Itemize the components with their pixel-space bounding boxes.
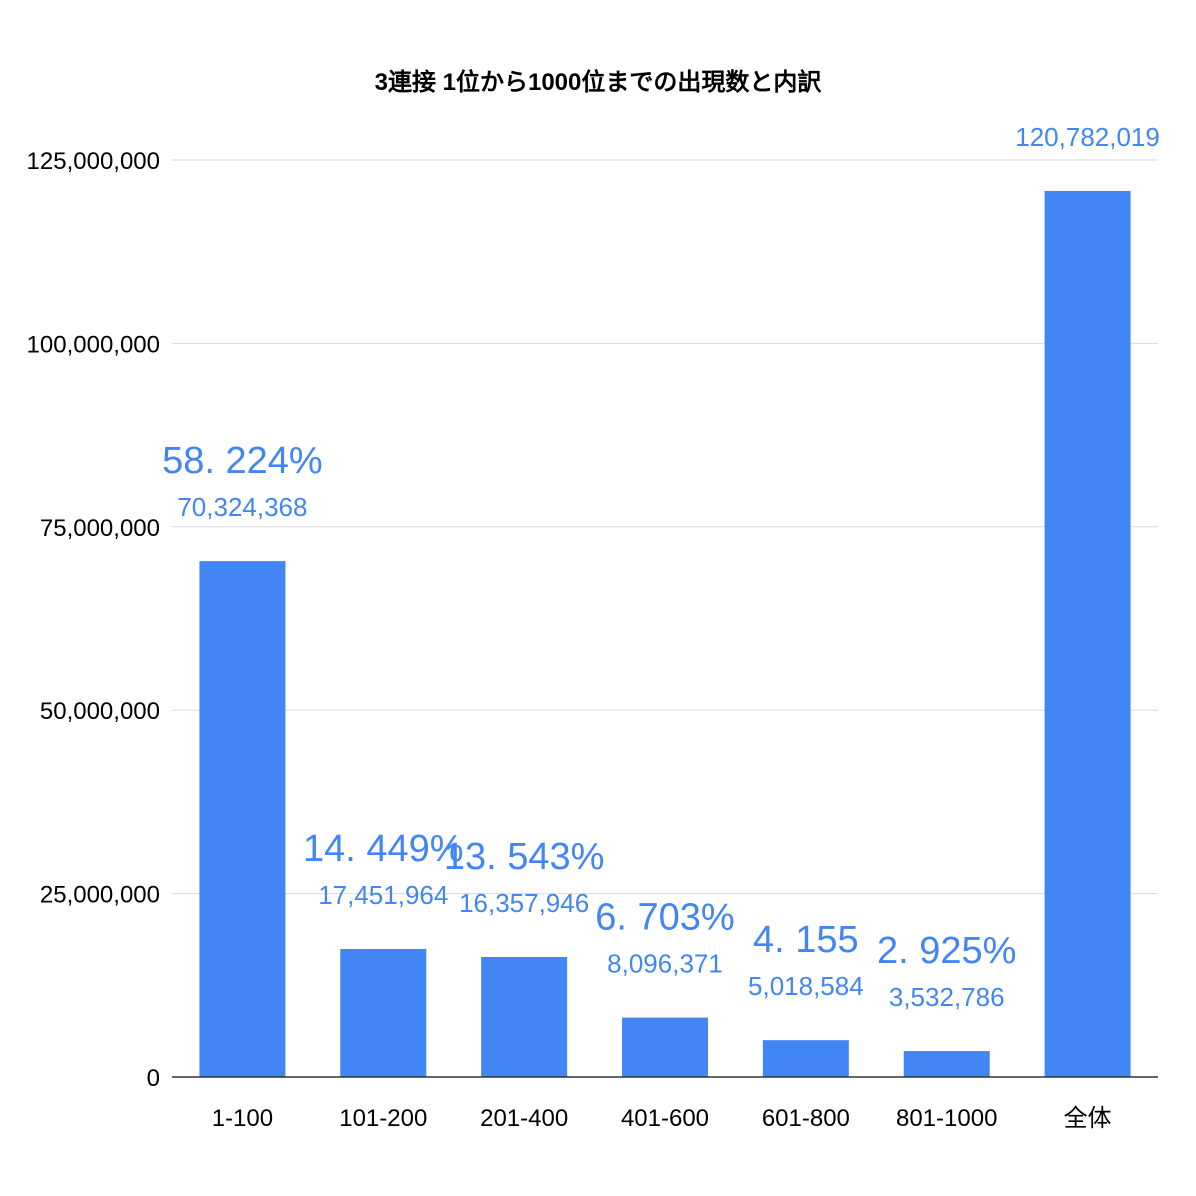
data-labels: 70,324,368 58. 224% 17,451,964 14. 449% 16,3… [162,122,1160,1012]
percent-label: 2. 925% [877,930,1016,972]
y-tick-label: 0 [147,1065,160,1092]
bars [199,190,1131,1077]
x-tick-label: 101-200 [339,1105,427,1132]
value-label: 120,782,019 [1015,122,1160,152]
bar-全体 [1044,190,1131,1077]
y-tick-label: 50,000,000 [40,698,160,725]
value-label: 70,324,368 [177,492,307,522]
y-tick-label: 25,000,000 [40,882,160,909]
x-tick-label: 801-1000 [896,1105,997,1132]
percent-label: 6. 703% [595,897,734,939]
percent-label: 58. 224% [162,440,323,482]
x-tick-label: 全体 [1064,1105,1112,1132]
percent-label: 4. 155 [753,919,859,961]
bar-1-100 [199,561,286,1077]
chart-title: 3連接 1位から1000位までの出現数と内訳 [375,68,823,96]
bar-601-800 [762,1040,849,1077]
y-tick-label: 100,000,000 [27,331,160,358]
percent-label: 14. 449% [303,828,464,870]
x-tick-label: 1-100 [212,1105,273,1132]
x-axis-ticks: 1-100 101-200 201-400 401-600 601-800 801-100… [212,1105,1112,1132]
x-tick-label: 401-600 [621,1105,709,1132]
value-label: 5,018,584 [748,971,864,1001]
bar-201-400 [481,956,568,1077]
y-tick-label: 125,000,000 [27,148,160,175]
x-tick-label: 201-400 [480,1105,568,1132]
y-axis-ticks: 0 25,000,000 50,000,000 75,000,000 100,000,0… [27,148,160,1092]
bar-101-200 [340,948,427,1077]
gridlines [172,159,1158,895]
value-label: 8,096,371 [607,949,723,979]
value-label: 3,532,786 [889,982,1005,1012]
y-tick-label: 75,000,000 [40,515,160,542]
value-label: 17,451,964 [318,880,448,910]
bar-801-1000 [903,1051,990,1077]
percent-label: 13. 543% [444,836,605,878]
value-label: 16,357,946 [459,888,589,918]
x-tick-label: 601-800 [762,1105,850,1132]
bar-401-600 [622,1017,708,1077]
